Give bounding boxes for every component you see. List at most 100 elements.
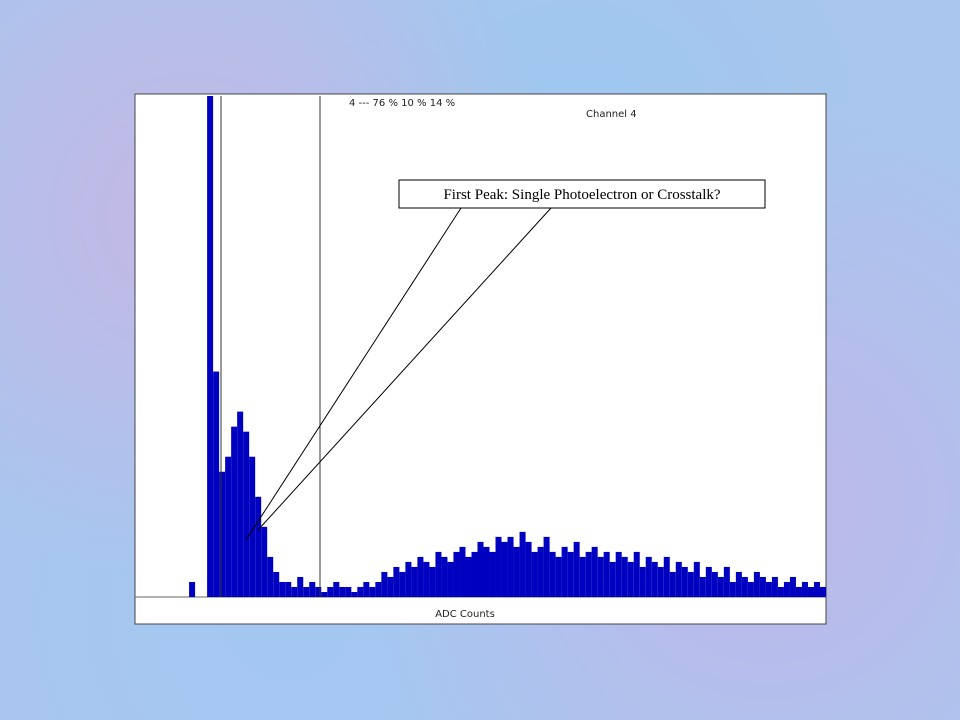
bar <box>759 576 766 597</box>
bar <box>777 586 784 597</box>
bar <box>801 581 808 597</box>
bar <box>699 576 706 597</box>
bar <box>351 591 358 597</box>
bar <box>501 541 508 597</box>
bar <box>309 581 316 597</box>
bar <box>747 581 754 597</box>
bar <box>561 546 568 597</box>
bar <box>627 561 634 597</box>
bar <box>249 456 256 597</box>
bar <box>549 551 556 597</box>
bar <box>315 586 322 597</box>
bar <box>741 576 748 597</box>
bar <box>585 551 592 597</box>
bar <box>663 556 670 597</box>
bar <box>615 551 622 597</box>
bar <box>405 561 412 597</box>
bar <box>483 546 490 597</box>
bar <box>651 561 658 597</box>
x-axis-label: ADC Counts <box>435 609 495 620</box>
bar <box>621 556 628 597</box>
bar <box>459 546 466 597</box>
bar <box>765 581 772 597</box>
bar <box>225 456 232 597</box>
bar <box>237 411 244 597</box>
bar <box>231 426 238 597</box>
bar <box>645 556 652 597</box>
bar <box>813 581 820 597</box>
chart-title: Channel 4 <box>586 109 637 120</box>
bar <box>507 536 514 597</box>
bar <box>255 496 262 597</box>
bar <box>771 576 778 597</box>
bar <box>285 581 292 597</box>
bar <box>567 551 574 597</box>
header-text: 4 --- 76 % 10 % 14 % <box>349 98 455 109</box>
bar <box>735 571 742 597</box>
bar <box>453 551 460 597</box>
bar <box>243 431 250 597</box>
bar <box>375 581 382 597</box>
bar <box>339 586 346 597</box>
bar <box>729 581 736 597</box>
bar <box>705 566 712 597</box>
bar <box>513 546 520 597</box>
bar <box>327 586 334 597</box>
bar <box>399 571 406 597</box>
bar <box>723 566 730 597</box>
bar <box>357 586 364 597</box>
bar <box>471 551 478 597</box>
bar <box>291 586 298 597</box>
bar <box>411 566 418 597</box>
bar <box>591 546 598 597</box>
bar <box>603 551 610 597</box>
bar <box>543 536 550 597</box>
bars <box>189 96 826 597</box>
bar <box>597 556 604 597</box>
bar <box>447 561 454 597</box>
bar <box>669 571 676 597</box>
bar <box>819 586 826 597</box>
bar <box>675 561 682 597</box>
bar <box>537 546 544 597</box>
bar <box>525 541 532 597</box>
bar <box>363 581 370 597</box>
bar <box>441 556 448 597</box>
callout-text: First Peak: Single Photoelectron or Cros… <box>443 187 720 203</box>
bar <box>279 581 286 597</box>
bar <box>189 581 196 597</box>
bar <box>639 566 646 597</box>
bar <box>345 586 352 597</box>
bar <box>495 536 502 597</box>
bar <box>717 576 724 597</box>
callout-line <box>245 207 462 541</box>
bar <box>579 556 586 597</box>
bar <box>477 541 484 597</box>
bar <box>783 581 790 597</box>
bar <box>555 556 562 597</box>
bar <box>693 561 700 597</box>
bar <box>267 556 274 597</box>
bar <box>435 551 442 597</box>
bar <box>297 576 304 597</box>
bar <box>573 541 580 597</box>
bar <box>681 566 688 597</box>
bar <box>753 571 760 597</box>
bar <box>429 566 436 597</box>
callout-box <box>398 179 766 209</box>
bar <box>303 586 310 597</box>
bar <box>369 586 376 597</box>
bar <box>393 566 400 597</box>
bar <box>489 551 496 597</box>
bar <box>213 371 220 597</box>
bar <box>465 556 472 597</box>
bar <box>423 561 430 597</box>
bar <box>381 571 388 597</box>
bar <box>795 586 802 597</box>
bar <box>531 551 538 597</box>
bar <box>519 531 526 597</box>
bar <box>807 586 814 597</box>
bar <box>333 581 340 597</box>
